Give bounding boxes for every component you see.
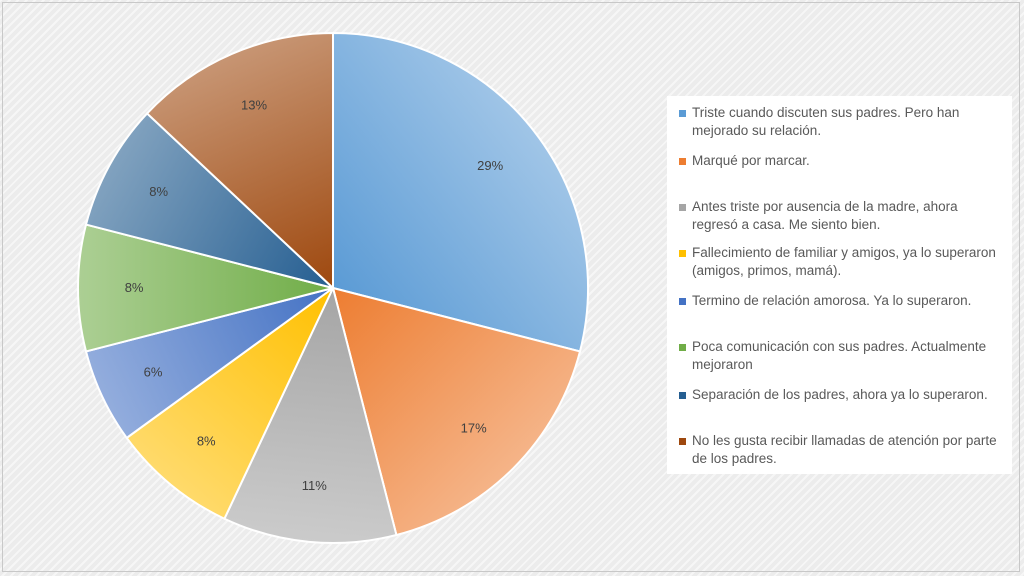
legend-swatch xyxy=(679,344,686,351)
legend-swatch xyxy=(679,158,686,165)
slice-data-label: 13% xyxy=(241,97,267,112)
slice-data-label: 8% xyxy=(197,433,216,448)
slice-data-label: 11% xyxy=(302,478,327,493)
legend-label: No les gusta recibir llamadas de atenció… xyxy=(692,433,997,466)
legend-item: Poca comunicación con sus padres. Actual… xyxy=(679,338,1004,374)
legend-swatch xyxy=(679,110,686,117)
slice-data-label: 29% xyxy=(477,158,503,173)
legend-label: Antes triste por ausencia de la madre, a… xyxy=(692,199,958,232)
legend-label: Termino de relación amorosa. Ya lo super… xyxy=(692,293,972,308)
pie-slice xyxy=(84,112,334,289)
legend-label: Poca comunicación con sus padres. Actual… xyxy=(692,339,987,372)
legend-item: Marqué por marcar. xyxy=(679,152,1004,170)
legend-label: Separación de los padres, ahora ya lo su… xyxy=(692,387,988,402)
legend-swatch xyxy=(679,438,686,445)
slice-data-label: 8% xyxy=(149,184,168,199)
legend-swatch xyxy=(679,392,686,399)
legend-item: Termino de relación amorosa. Ya lo super… xyxy=(679,292,1004,310)
legend-label: Fallecimiento de familiar y amigos, ya l… xyxy=(692,245,996,278)
legend-item: Triste cuando discuten sus padres. Pero … xyxy=(679,104,1004,140)
legend-swatch xyxy=(679,298,686,305)
slice-data-label: 17% xyxy=(461,421,487,436)
pie-slice xyxy=(331,286,582,537)
legend-item: No les gusta recibir llamadas de atenció… xyxy=(679,432,1004,468)
chart-legend: Triste cuando discuten sus padres. Pero … xyxy=(667,96,1012,474)
legend-swatch xyxy=(679,204,686,211)
pie-slice xyxy=(223,285,398,544)
slice-data-label: 8% xyxy=(125,280,144,295)
legend-swatch xyxy=(679,250,686,257)
legend-label: Triste cuando discuten sus padres. Pero … xyxy=(692,105,960,138)
legend-item: Separación de los padres, ahora ya lo su… xyxy=(679,386,1004,404)
legend-item: Antes triste por ausencia de la madre, a… xyxy=(679,198,1004,234)
pie-slice xyxy=(77,223,334,353)
pie-slice xyxy=(125,287,334,521)
legend-item: Fallecimiento de familiar y amigos, ya l… xyxy=(679,244,1004,280)
pie-slice xyxy=(145,31,334,291)
pie-slice xyxy=(332,31,589,353)
slice-data-label: 6% xyxy=(144,365,163,380)
legend-label: Marqué por marcar. xyxy=(692,153,810,168)
